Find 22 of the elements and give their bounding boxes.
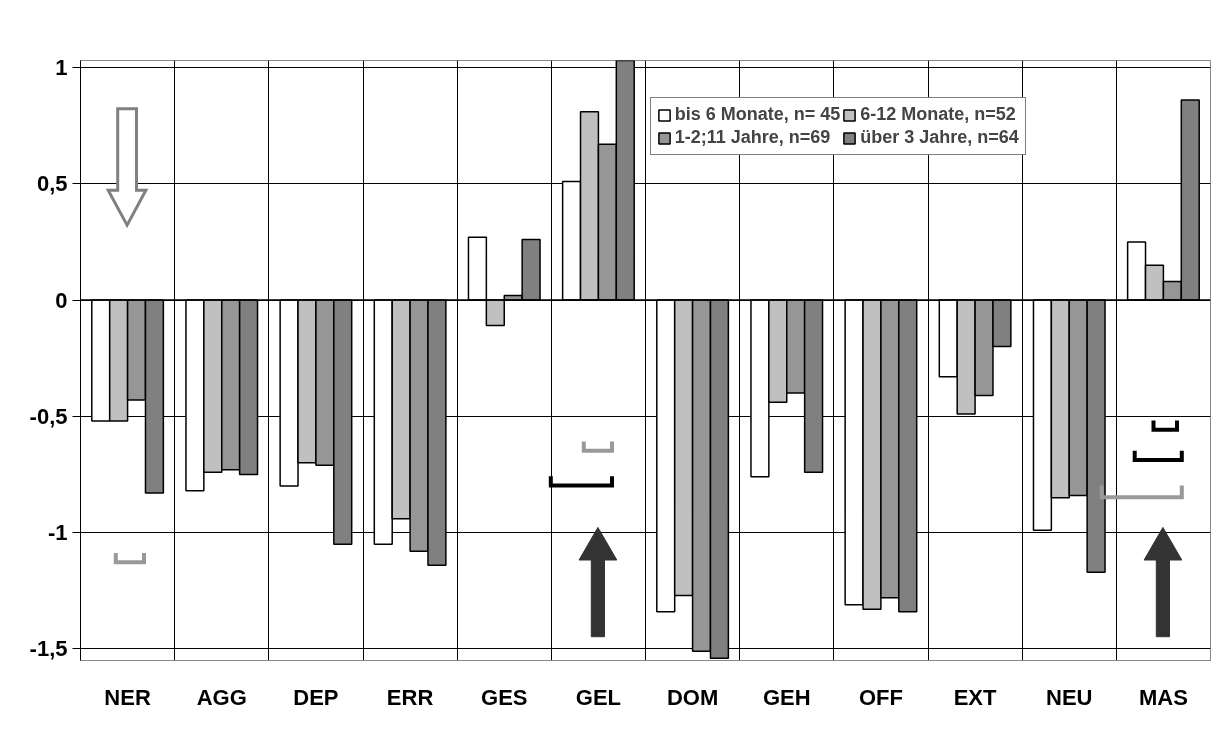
- y-tick-label: -0,5: [29, 403, 68, 429]
- legend-label: über 3 Jahre, n=64: [860, 127, 1019, 148]
- x-tick-label: OFF: [858, 684, 903, 710]
- legend-label: 1-2;11 Jahre, n=69: [674, 127, 831, 148]
- y-tick-label: 0,5: [36, 171, 68, 197]
- y-tick-label: 1: [55, 54, 68, 80]
- legend-label: 6-12 Monate, n=52: [860, 104, 1016, 125]
- x-tick-label: GES: [481, 684, 528, 710]
- x-tick-label: DOM: [666, 684, 719, 710]
- y-tick-label: -1: [47, 520, 68, 546]
- x-tick-label: EXT: [953, 684, 998, 710]
- x-tick-label: ERR: [386, 684, 434, 710]
- x-tick-label: GEL: [575, 684, 622, 710]
- y-tick-label: -1,5: [29, 636, 68, 662]
- x-tick-label: NEU: [1046, 684, 1093, 710]
- y-tick-label: 0: [55, 287, 68, 313]
- x-tick-label: DEP: [293, 684, 339, 710]
- x-tick-label: MAS: [1138, 684, 1188, 710]
- x-tick-label: NER: [104, 684, 151, 710]
- x-tick-label: GEH: [762, 684, 811, 710]
- legend-label: bis 6 Monate, n= 45: [674, 104, 841, 125]
- x-tick-label: AGG: [196, 684, 247, 710]
